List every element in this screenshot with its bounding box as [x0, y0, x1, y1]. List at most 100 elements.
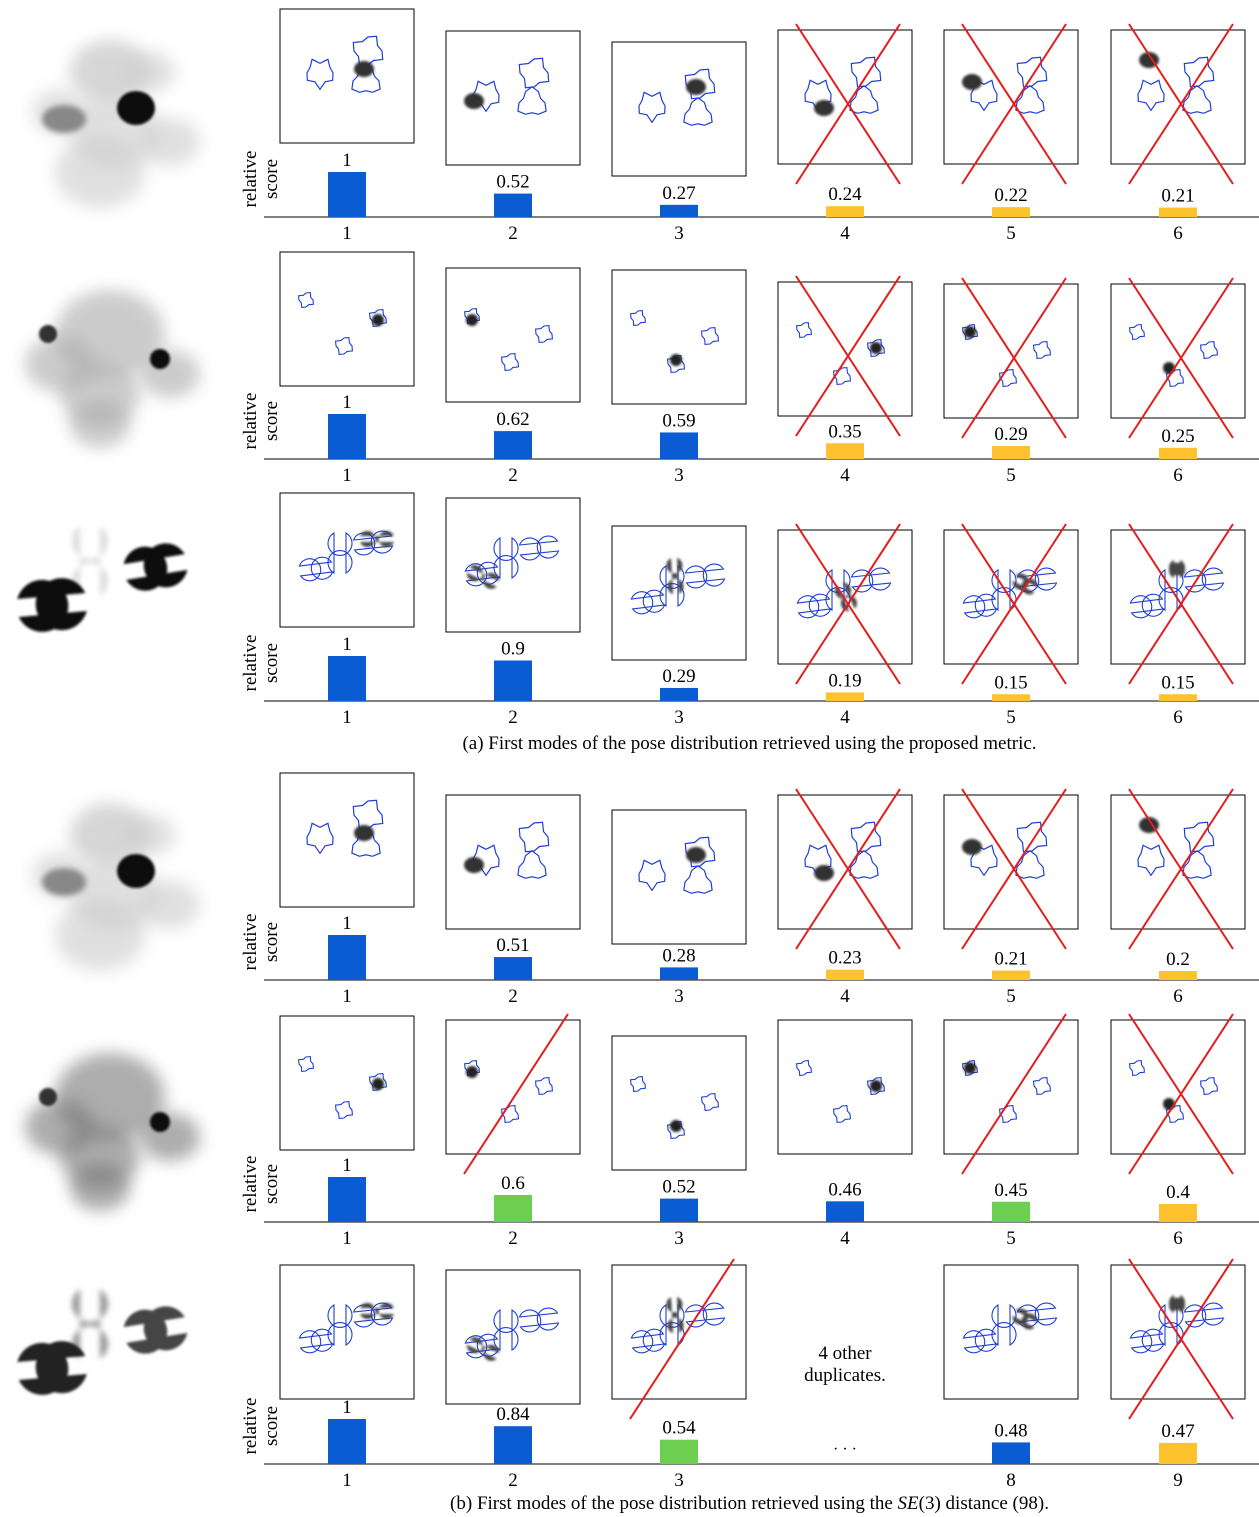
input-thumbnail	[25, 1053, 200, 1211]
heatmap-blob	[140, 1113, 200, 1161]
object-contour	[1016, 567, 1058, 593]
reject-cross	[1128, 1258, 1234, 1420]
object-contour	[833, 1105, 851, 1123]
score-bar	[992, 694, 1030, 701]
heatmap-blob	[125, 815, 175, 855]
pose-render-box	[279, 492, 415, 628]
object-contour	[1129, 1328, 1165, 1354]
reject-cross	[1128, 23, 1234, 185]
object-contour	[659, 565, 685, 607]
score-label: 0.23	[828, 948, 861, 969]
rendered-object	[150, 349, 170, 369]
rank-label: 9	[1173, 1470, 1183, 1491]
pose-estimate	[1163, 1098, 1175, 1110]
object-contour	[1016, 821, 1048, 853]
rank-label: 4	[840, 707, 850, 728]
pose-render-box	[943, 1264, 1079, 1400]
heatmap-blob	[55, 136, 145, 208]
pose-estimate	[835, 582, 857, 612]
pose-render-box	[279, 8, 415, 144]
score-label: 0.48	[994, 1420, 1027, 1441]
reject-cross	[795, 23, 901, 185]
mode-cell: 0.54 3	[611, 1258, 747, 1491]
input-thumbnail	[32, 40, 200, 208]
y-axis-label: score	[261, 643, 282, 683]
object-contour	[335, 337, 353, 355]
object-contour	[1129, 324, 1145, 340]
object-contour	[1016, 56, 1048, 88]
pose-render-box	[777, 29, 913, 165]
object-contour	[517, 86, 547, 115]
pose-render-box	[611, 809, 747, 945]
rendered-object	[17, 1341, 87, 1395]
mode-cell: 0.15 6	[1110, 523, 1246, 728]
rank-label: 5	[1006, 465, 1016, 486]
pose-estimate	[962, 74, 982, 90]
object-contour	[796, 322, 812, 338]
pose-estimate	[964, 1062, 976, 1074]
score-label: 0.2	[1166, 949, 1190, 970]
y-axis-label: score	[261, 159, 282, 199]
score-bar	[494, 1426, 532, 1464]
score-label: 1	[342, 150, 352, 171]
score-label: 0.84	[496, 1404, 530, 1425]
object-contour	[1182, 85, 1212, 114]
pose-estimate	[870, 1080, 882, 1092]
object-contour	[701, 1093, 719, 1111]
pose-estimate	[354, 825, 374, 841]
object-contour	[667, 355, 685, 373]
mode-cell: 0.52 3	[611, 1035, 747, 1249]
pose-estimate	[686, 79, 706, 95]
pose-estimate	[360, 1303, 394, 1319]
score-bar	[494, 193, 532, 217]
score-bar	[328, 414, 366, 459]
pose-estimate	[666, 1296, 684, 1334]
rendered-object	[117, 91, 155, 125]
rendered-object	[71, 1289, 109, 1359]
reject-cross	[795, 275, 901, 437]
duplicate-slash	[629, 1258, 735, 1420]
rank-label: 6	[1173, 707, 1183, 728]
object-contour	[298, 1056, 314, 1072]
object-contour	[1182, 850, 1212, 879]
rank-label: 3	[674, 223, 684, 244]
pose-estimate	[354, 61, 374, 77]
rendered-object	[72, 526, 108, 596]
pose-estimate	[372, 314, 384, 326]
reject-cross	[961, 523, 1067, 685]
score-label: 0.25	[1161, 426, 1194, 447]
object-contour	[298, 292, 314, 308]
mode-cell: 0.52 2	[445, 30, 581, 244]
object-contour	[667, 1121, 685, 1139]
object-contour	[683, 865, 713, 894]
object-contour	[335, 1101, 353, 1119]
y-axis-label: relative	[240, 635, 261, 692]
caption-a-text: (a) First modes of the pose distribution…	[462, 733, 1037, 754]
score-label: 0.24	[828, 184, 862, 205]
heatmap-blob	[70, 803, 150, 867]
rank-label: 8	[1006, 1470, 1016, 1491]
pose-estimate	[670, 354, 682, 366]
rendered-object	[123, 543, 188, 591]
rank-label: 6	[1173, 986, 1183, 1007]
pose-render-box	[777, 281, 913, 417]
duplicate-slash	[961, 1013, 1067, 1175]
object-contour	[493, 537, 519, 579]
object-contour	[1200, 1077, 1218, 1095]
object-contour	[327, 1304, 353, 1346]
y-axis-label: score	[261, 1164, 282, 1204]
caption-b-math: SE	[897, 1493, 919, 1514]
rank-label: 2	[508, 986, 518, 1007]
score-label: 1	[342, 1155, 352, 1176]
rank-label: 3	[674, 707, 684, 728]
pose-estimate	[814, 865, 834, 881]
object-contour	[867, 339, 885, 357]
object-contour	[867, 1077, 885, 1095]
rank-label: 2	[508, 465, 518, 486]
pose-render-box	[777, 1019, 913, 1155]
score-bar	[826, 206, 864, 217]
object-contour	[501, 353, 519, 371]
